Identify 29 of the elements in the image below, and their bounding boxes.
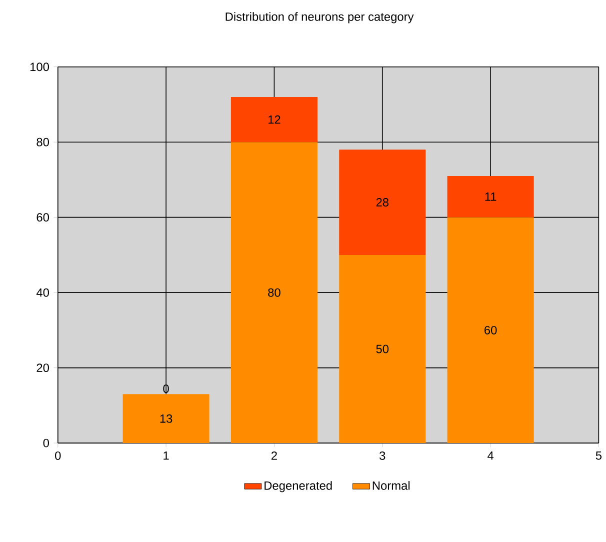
data-label: 11 bbox=[485, 192, 496, 201]
y-tick-label: 40 bbox=[36, 288, 49, 297]
x-tick-label: 2 bbox=[271, 452, 277, 460]
legend-label: Normal bbox=[372, 481, 410, 490]
x-tick-label: 4 bbox=[488, 452, 494, 460]
x-tick-label: 5 bbox=[596, 452, 602, 460]
y-tick-label: 80 bbox=[36, 138, 49, 146]
legend-label: Degenerated bbox=[264, 481, 332, 492]
chart-title: Distribution of neurons per category bbox=[226, 12, 414, 24]
data-label: 50 bbox=[376, 344, 389, 354]
bar bbox=[122, 394, 210, 444]
x-tick-label: 3 bbox=[380, 452, 386, 460]
bar bbox=[447, 176, 534, 218]
bar bbox=[339, 255, 426, 444]
data-label: 12 bbox=[268, 115, 280, 124]
bar bbox=[447, 217, 534, 444]
y-tick-label: 100 bbox=[30, 62, 49, 72]
bar bbox=[230, 97, 318, 142]
y-tick-label: 60 bbox=[36, 213, 49, 222]
data-label: 28 bbox=[376, 198, 388, 207]
data-label: 80 bbox=[268, 288, 280, 297]
x-tick-label: 1 bbox=[164, 452, 169, 460]
y-tick-label: 20 bbox=[36, 364, 49, 372]
x-tick-label: 0 bbox=[55, 452, 61, 460]
data-label: 60 bbox=[484, 326, 497, 334]
bar bbox=[230, 142, 318, 444]
bar bbox=[339, 150, 426, 256]
data-label: 13 bbox=[160, 414, 172, 423]
y-tick-label: 0 bbox=[43, 438, 49, 448]
